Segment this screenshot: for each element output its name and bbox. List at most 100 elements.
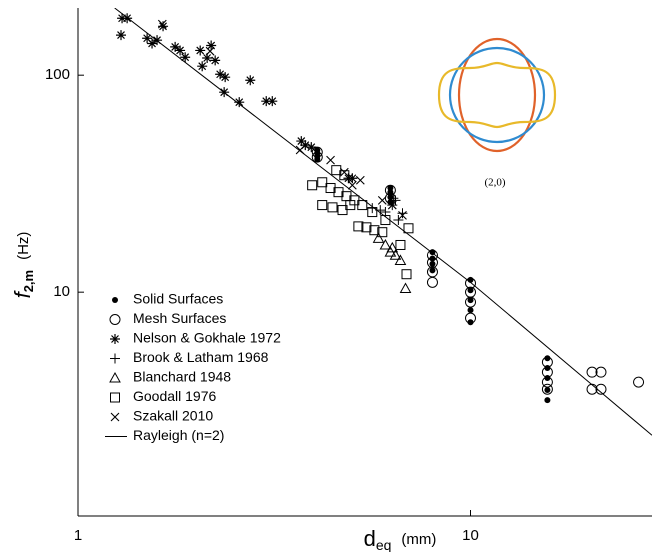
marker-asterisk: [180, 52, 191, 63]
marker-triangle: [394, 254, 407, 265]
inset-diagram: (2,0): [437, 37, 557, 189]
inset-label: (2,0): [484, 177, 505, 189]
marker-square: [333, 187, 344, 198]
legend-label: Blanchard 1948: [133, 369, 231, 385]
marker-circle: [541, 383, 553, 395]
marker-dot: [467, 319, 474, 326]
marker-square: [361, 222, 372, 233]
y-label-unit: (Hz): [15, 232, 32, 260]
marker-square: [353, 221, 364, 232]
legend-label: Mesh Surfaces: [133, 310, 226, 326]
marker-square: [307, 180, 318, 191]
marker-square: [395, 239, 406, 250]
x-label-main: d: [364, 526, 376, 551]
marker-square: [317, 177, 328, 188]
marker-square: [339, 170, 350, 181]
marker-circle: [633, 376, 645, 388]
marker-asterisk: [202, 53, 213, 64]
marker-square: [345, 200, 356, 211]
y-tick-label: 10: [53, 283, 70, 300]
marker-asterisk: [175, 45, 186, 56]
marker-square: [331, 165, 342, 176]
marker-x: [347, 180, 357, 190]
marker-x: [339, 167, 349, 177]
marker-dot: [429, 267, 436, 274]
marker-square: [401, 269, 412, 280]
marker-asterisk: [197, 61, 208, 72]
marker-x: [387, 200, 397, 210]
marker-asterisk: [300, 140, 311, 151]
marker-circle: [465, 277, 477, 289]
marker-circle: [426, 276, 438, 288]
plot-area: [114, 8, 652, 436]
marker-asterisk: [210, 55, 221, 66]
marker-circle: [311, 151, 323, 163]
marker-triangle: [386, 241, 399, 253]
marker-plus: [388, 193, 399, 204]
marker-dot: [544, 387, 551, 394]
x-label-sub: eq: [376, 537, 392, 552]
marker-dot: [544, 355, 551, 362]
marker-circle: [384, 184, 396, 196]
marker-asterisk: [220, 72, 231, 83]
marker-x: [157, 19, 167, 29]
marker-square: [369, 225, 380, 236]
marker-triangle: [372, 232, 385, 243]
marker-asterisk: [267, 96, 278, 107]
marker-asterisk: [215, 69, 226, 80]
marker-asterisk: [347, 173, 358, 184]
marker-dot: [467, 297, 474, 304]
marker-plus: [390, 195, 401, 206]
marker-square: [367, 207, 378, 218]
legend-label: Nelson & Gokhale 1972: [133, 330, 281, 346]
y-axis-label: f2,m (Hz): [10, 232, 37, 299]
marker-x: [377, 195, 387, 205]
marker-x: [398, 210, 407, 220]
marker-triangle: [389, 249, 402, 260]
marker-circle: [465, 296, 477, 308]
legend-label: Goodall 1976: [133, 388, 217, 404]
marker-circle: [541, 376, 553, 388]
marker-circle: [595, 383, 607, 395]
y-label-sub: 2,m: [21, 270, 36, 292]
x-tick-label: 1: [74, 527, 82, 544]
marker-circle: [311, 146, 323, 158]
legend-marker: [109, 371, 121, 383]
marker-asterisk: [195, 45, 206, 56]
marker-circle: [586, 366, 598, 378]
marker-triangle: [399, 282, 412, 293]
marker-plus: [393, 215, 404, 226]
marker-square: [377, 227, 388, 238]
legend-marker: [110, 353, 120, 364]
marker-asterisk: [206, 40, 217, 51]
inset-shape: [457, 37, 537, 153]
marker-asterisk: [117, 13, 128, 24]
inset-shape: [437, 61, 557, 129]
marker-square: [327, 202, 338, 213]
fit-line: [114, 8, 652, 436]
marker-asterisk: [122, 13, 133, 24]
legend-marker: [110, 412, 120, 422]
marker-square: [357, 200, 368, 211]
x-label-unit: (mm): [401, 531, 436, 548]
marker-square: [317, 200, 328, 211]
legend-marker: [109, 314, 121, 325]
marker-circle: [426, 257, 438, 269]
marker-asterisk: [158, 21, 169, 32]
y-label-main: f: [10, 289, 35, 298]
marker-asterisk: [142, 33, 153, 44]
marker-circle: [465, 312, 477, 324]
marker-asterisk: [170, 41, 181, 52]
legend: Solid Surfaces Mesh Surfaces Nelson & Gokh…: [105, 291, 281, 443]
marker-asterisk: [245, 75, 256, 86]
marker-plus: [397, 208, 408, 219]
marker-plus: [367, 203, 378, 214]
legend-marker: [110, 334, 120, 344]
legend-marker: [112, 297, 118, 303]
marker-dot: [429, 260, 436, 267]
marker-triangle: [379, 238, 392, 250]
legend-label: Rayleigh (n=2): [133, 427, 224, 443]
marker-asterisk: [306, 142, 317, 153]
marker-x: [205, 46, 215, 56]
inset-shape: [448, 46, 546, 144]
